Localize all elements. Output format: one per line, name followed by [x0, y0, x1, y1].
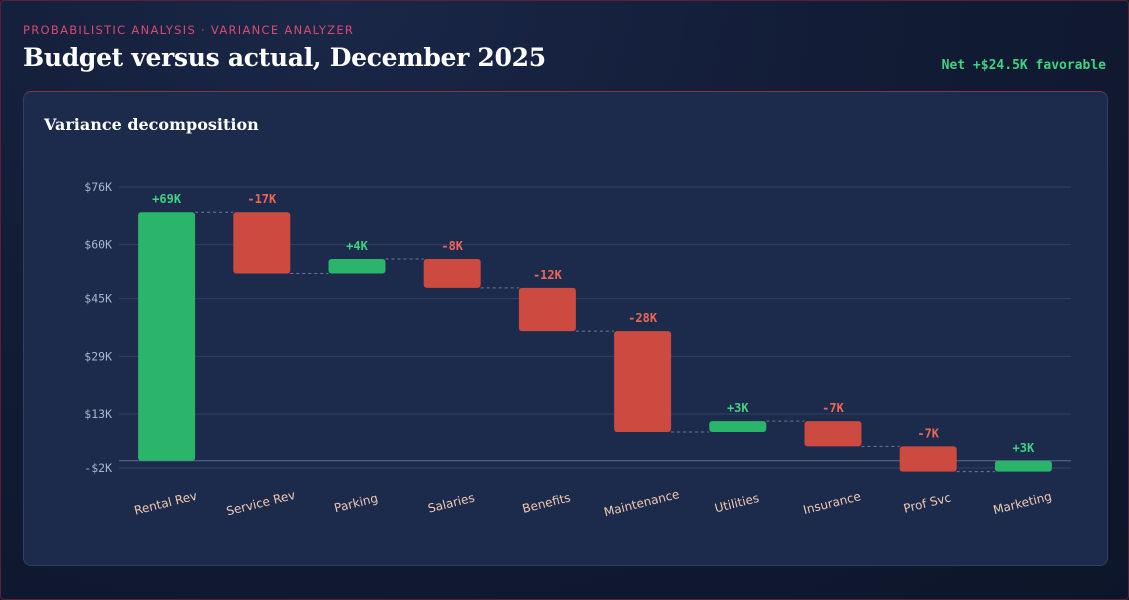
y-tick-label: $29K [84, 349, 112, 363]
y-tick-label: $13K [84, 407, 112, 421]
y-tick-label: $76K [84, 180, 112, 194]
net-summary: Net +$24.5K favorable [941, 58, 1106, 73]
x-tick-label: Utilities [713, 491, 760, 516]
y-tick-label: $60K [84, 238, 112, 252]
waterfall-bar [328, 259, 386, 274]
x-tick-label: Parking [333, 491, 380, 515]
bar-value-label: +3K [727, 401, 749, 415]
page-title: Budget versus actual, December 2025 [23, 43, 546, 72]
bar-value-label: -7K [917, 426, 939, 440]
waterfall-bar [804, 421, 862, 447]
waterfall-bar [138, 212, 196, 461]
bar-value-label: -28K [628, 311, 658, 325]
x-tick-label: Service Rev [225, 488, 297, 519]
x-tick-label: Salaries [426, 491, 476, 516]
card-title: Variance decomposition [44, 115, 259, 134]
waterfall-bar [994, 460, 1052, 472]
chart-card: Variance decomposition -$2K $13K $29K $45K $… [23, 91, 1108, 566]
bar-value-label: -17K [247, 192, 277, 206]
x-tick-label: Maintenance [602, 487, 680, 519]
bar-value-label: -7K [822, 401, 844, 415]
x-tick-label: Rental Rev [133, 489, 199, 518]
waterfall-bar [899, 446, 957, 472]
y-tick-label: -$2K [84, 461, 112, 475]
bar-value-label: +3K [1013, 441, 1035, 455]
x-tick-label: Marketing [992, 489, 1053, 517]
x-tick-label: Insurance [802, 489, 863, 517]
x-tick-label: Benefits [521, 490, 572, 515]
bar-value-label: -12K [533, 268, 563, 282]
bar-value-label: +4K [346, 239, 368, 253]
eyebrow-label: PROBABILISTIC ANALYSIS · VARIANCE ANALYZ… [23, 23, 355, 37]
waterfall-bar [423, 259, 481, 288]
bar-value-label: -8K [441, 239, 463, 253]
x-tick-label: Prof Svc [902, 490, 952, 515]
waterfall-bar [233, 212, 291, 274]
waterfall-bar [518, 287, 576, 332]
bar-value-label: +69K [152, 192, 182, 206]
waterfall-bar [709, 421, 767, 432]
y-tick-label: $45K [84, 292, 112, 306]
waterfall-chart: -$2K $13K $29K $45K $60K $76K +69K Rental Rev -1… [84, 180, 1071, 519]
waterfall-bar [614, 331, 672, 432]
